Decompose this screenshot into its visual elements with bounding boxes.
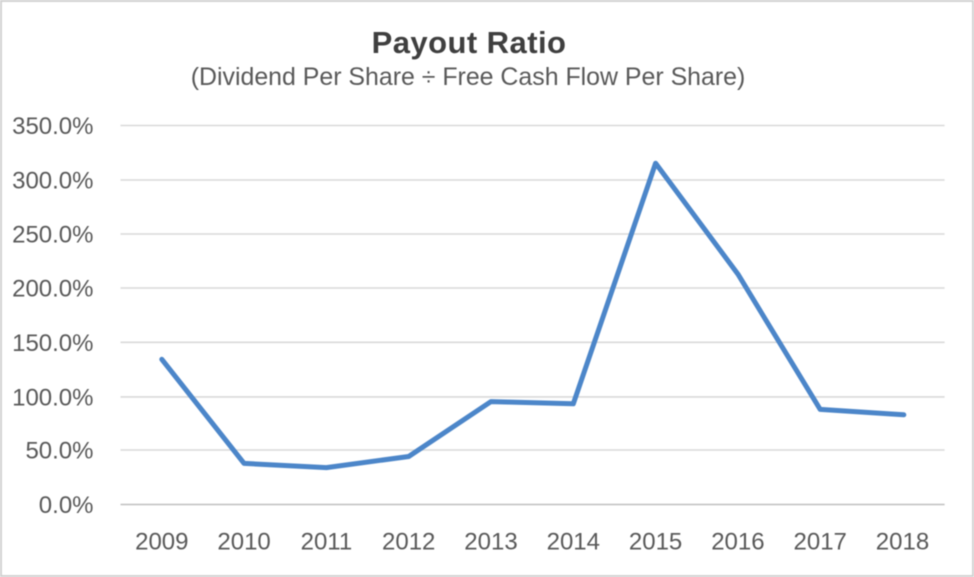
- svg-text:350.0%: 350.0%: [12, 113, 93, 140]
- svg-text:2016: 2016: [711, 529, 764, 556]
- svg-text:2011: 2011: [301, 529, 353, 556]
- svg-text:2009: 2009: [135, 529, 188, 556]
- svg-text:(Dividend Per Share ÷ Free Cas: (Dividend Per Share ÷ Free Cash Flow Per…: [191, 63, 746, 91]
- svg-text:150.0%: 150.0%: [12, 330, 93, 357]
- svg-text:300.0%: 300.0%: [12, 168, 93, 195]
- svg-text:2014: 2014: [547, 529, 600, 556]
- svg-text:Payout Ratio: Payout Ratio: [372, 25, 567, 60]
- svg-text:0.0%: 0.0%: [39, 492, 94, 519]
- svg-text:50.0%: 50.0%: [25, 438, 93, 465]
- svg-text:2015: 2015: [629, 529, 682, 556]
- svg-text:250.0%: 250.0%: [12, 222, 93, 249]
- svg-text:200.0%: 200.0%: [12, 276, 93, 303]
- svg-text:2013: 2013: [464, 529, 517, 556]
- svg-text:2018: 2018: [876, 529, 929, 556]
- svg-text:2017: 2017: [794, 529, 847, 556]
- svg-text:2010: 2010: [217, 529, 270, 556]
- svg-text:100.0%: 100.0%: [12, 385, 93, 412]
- svg-text:2012: 2012: [382, 529, 435, 556]
